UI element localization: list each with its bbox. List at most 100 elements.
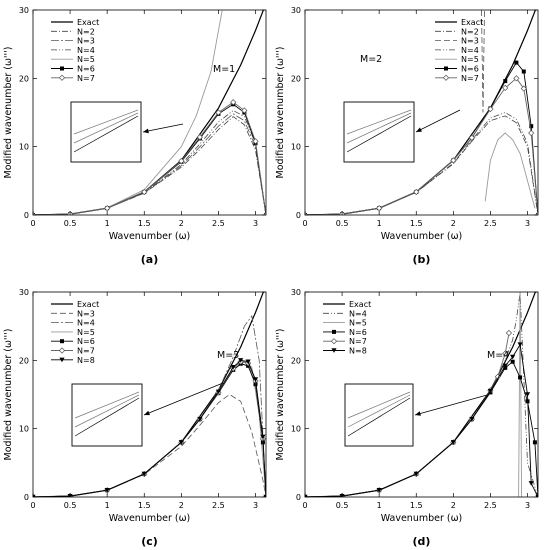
inset-box [343, 101, 415, 163]
data-point [487, 105, 494, 113]
legend-marker [58, 347, 66, 354]
series-group [33, 10, 266, 215]
plot-frame [32, 291, 267, 498]
series-line-n4 [305, 292, 538, 497]
y-tick-label: 30 [291, 6, 301, 15]
data-point [520, 85, 527, 92]
legend-entry: N=8 [77, 356, 95, 365]
data-point [528, 129, 535, 137]
annotation-label: M=3 [217, 350, 239, 361]
annotation-label: M=1 [213, 64, 235, 75]
x-axis-label: Wavenumber (ω) [381, 513, 463, 524]
series-line-n4 [33, 110, 266, 215]
y-tick-label: 20 [291, 74, 301, 83]
data-point [502, 363, 508, 369]
series-line-n6 [305, 61, 538, 215]
data-point [503, 79, 508, 84]
panel-label: (b) [413, 253, 431, 266]
series-line-n5 [33, 361, 266, 497]
series-line-n5 [484, 132, 536, 209]
data-point [468, 134, 475, 141]
data-point [413, 471, 419, 477]
panel-label: (a) [141, 253, 158, 266]
data-point [197, 416, 203, 422]
data-point [502, 84, 509, 91]
data-point [502, 350, 509, 357]
x-tick-label: 1 [377, 219, 382, 228]
data-point [514, 60, 519, 65]
inset-curve [73, 109, 139, 135]
annotation-label: M=2 [360, 54, 382, 65]
data-point [215, 389, 222, 395]
x-tick-label: 3 [253, 501, 258, 510]
legend-entry: N=3 [77, 309, 95, 318]
x-tick-label: 0.5 [336, 219, 349, 228]
data-point [241, 107, 248, 114]
legend-entry: Exact [77, 18, 99, 27]
y-axis-label: Modified wavenumber (ω''') [275, 329, 286, 461]
legend-entry: N=2 [77, 27, 95, 36]
data-point [141, 471, 147, 477]
x-axis-label: Wavenumber (ω) [381, 231, 463, 242]
inset-curve [73, 112, 139, 144]
x-tick-label: 1 [377, 501, 382, 510]
legend-entry: N=8 [349, 347, 367, 356]
data-point [517, 342, 523, 348]
annotation-label: M=4 [487, 350, 509, 361]
y-axis-label: Modified wavenumber (ω''') [275, 47, 286, 179]
data-point [534, 211, 538, 215]
legend-entry: Exact [77, 300, 99, 309]
data-point [104, 487, 110, 493]
x-tick-label: 1.5 [410, 219, 423, 228]
plot-frame [304, 9, 539, 216]
y-tick-label: 10 [291, 143, 301, 152]
y-tick-label: 0 [24, 493, 29, 502]
legend-entry: N=2 [461, 27, 479, 36]
legend-entry: Exact [349, 300, 371, 309]
legend-entry: N=4 [349, 309, 367, 318]
data-point [450, 157, 457, 164]
series-line-n8 [33, 359, 266, 497]
data-point [263, 494, 266, 497]
series-line-exact [305, 10, 537, 215]
data-point [305, 494, 308, 497]
legend-entry: N=6 [349, 328, 367, 337]
plot-frame [32, 9, 267, 216]
legend-entry: N=4 [461, 46, 479, 55]
x-tick-label: 0.5 [64, 219, 77, 228]
y-tick-label: 20 [19, 74, 29, 83]
inset-zoom [70, 101, 184, 163]
series-line-exact [305, 292, 537, 497]
y-tick-label: 30 [19, 288, 29, 297]
data-point [510, 359, 515, 364]
data-point [529, 124, 534, 129]
data-point [33, 211, 37, 215]
data-point [528, 481, 534, 486]
legend-entry: N=6 [77, 65, 95, 74]
inset-curve [346, 115, 412, 153]
inset-curve [347, 397, 411, 437]
y-axis-label: Modified wavenumber (ω''') [3, 329, 14, 461]
series-line-n2 [33, 116, 266, 215]
inset-curve [346, 112, 412, 144]
legend-marker [330, 338, 338, 345]
data-point [141, 188, 148, 196]
legend-entry: N=7 [77, 347, 95, 356]
inset-curve [73, 115, 139, 153]
x-tick-label: 3 [525, 501, 530, 510]
legend-marker [332, 329, 336, 334]
data-point [376, 205, 383, 212]
inset-box [70, 101, 142, 163]
inset-zoom [344, 383, 488, 447]
series-line-n7 [305, 77, 538, 215]
legend-entry: N=7 [349, 337, 367, 346]
x-tick-label: 0.5 [336, 501, 349, 510]
data-point [505, 329, 513, 337]
legend-marker [331, 348, 337, 353]
x-tick-label: 0 [302, 219, 307, 228]
legend-marker [58, 74, 66, 81]
panel-label: (d) [413, 535, 431, 548]
x-tick-label: 3 [253, 219, 258, 228]
